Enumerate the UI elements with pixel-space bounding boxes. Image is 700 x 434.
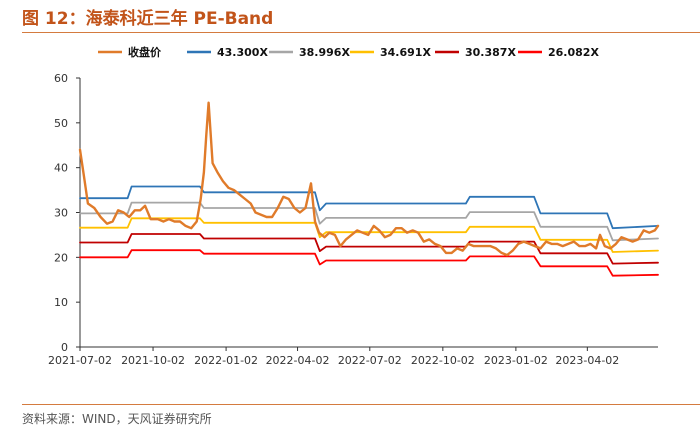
source-note: 资料来源：WIND，天风证券研究所 — [22, 412, 212, 426]
legend-label: 43.300X — [217, 46, 268, 59]
axes: 0 10 20 30 40 50 60 2021-07-02 2021-10-02 2022-01… — [48, 72, 658, 367]
x-tick-label: 2022-04-02 — [266, 354, 330, 367]
x-tick-label: 2023-04-02 — [555, 354, 619, 367]
legend-label: 26.082X — [548, 46, 599, 59]
y-tick-label: 30 — [54, 207, 68, 220]
pe-band-line — [79, 249, 659, 277]
y-tick-label: 10 — [54, 296, 68, 309]
legend-label: 34.691X — [380, 46, 431, 59]
pe-band-line — [79, 185, 659, 230]
pe-band-line — [79, 233, 659, 265]
x-tick-label: 2021-10-02 — [121, 354, 185, 367]
x-tick-label: 2022-07-02 — [338, 354, 402, 367]
x-tick-label: 2021-07-02 — [48, 354, 112, 367]
legend-label: 30.387X — [465, 46, 516, 59]
x-tick-label: 2022-01-02 — [194, 354, 258, 367]
pe-band-chart: 0 10 20 30 40 50 60 2021-07-02 2021-10-02 2022-01… — [48, 45, 660, 367]
x-tick-label: 2022-10-02 — [411, 354, 475, 367]
legend-label: 收盘价 — [128, 45, 162, 59]
y-tick-label: 0 — [61, 341, 68, 354]
y-tick-label: 40 — [54, 162, 68, 175]
top-divider — [22, 32, 700, 33]
close-price-line — [78, 101, 660, 257]
figure-title: 图 12：海泰科近三年 PE-Band — [22, 9, 274, 29]
bottom-divider — [22, 404, 700, 405]
y-tick-label: 50 — [54, 117, 68, 130]
y-tick-label: 20 — [54, 251, 68, 264]
y-tick-label: 60 — [54, 72, 68, 85]
pe-band-line — [79, 201, 659, 242]
series-lines — [78, 101, 660, 277]
legend-label: 38.996X — [299, 46, 350, 59]
x-tick-label: 2023-01-02 — [484, 354, 548, 367]
legend: 收盘价 43.300X 38.996X 34.691X 30.387X 26.082X — [98, 45, 599, 59]
